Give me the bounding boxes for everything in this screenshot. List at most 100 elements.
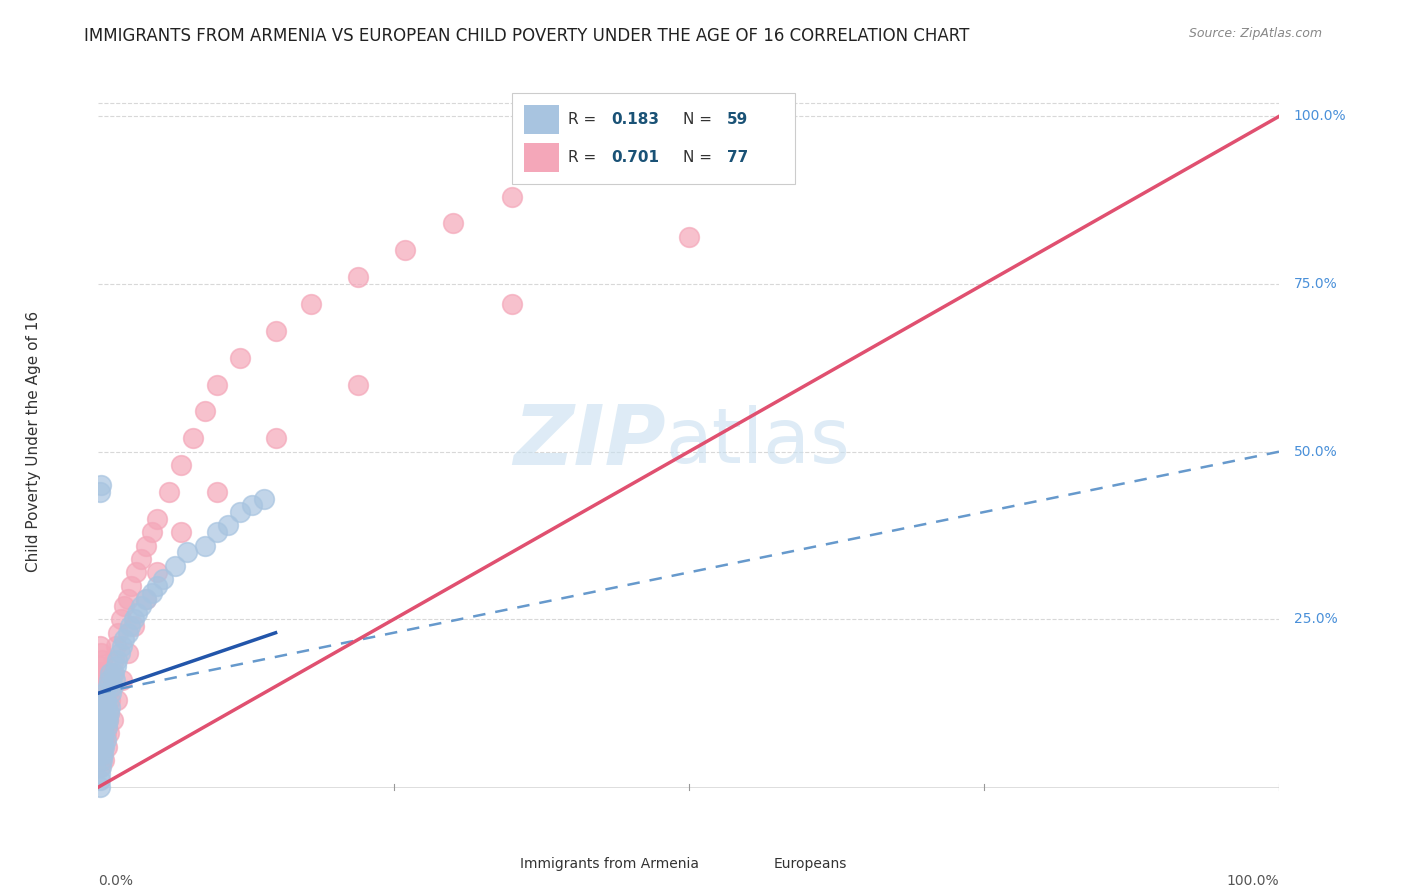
Point	[135, 592, 157, 607]
Point	[146, 579, 169, 593]
Point	[98, 699, 121, 714]
Point	[110, 612, 132, 626]
Point	[146, 566, 169, 580]
FancyBboxPatch shape	[488, 854, 515, 876]
Point	[94, 733, 117, 747]
Point	[117, 592, 139, 607]
Point	[89, 760, 111, 774]
FancyBboxPatch shape	[523, 143, 560, 171]
Point	[702, 109, 724, 123]
Point	[98, 693, 121, 707]
Point	[91, 699, 114, 714]
Point	[91, 666, 114, 681]
Point	[93, 706, 115, 721]
Point	[91, 720, 114, 734]
Point	[630, 136, 652, 150]
Text: 0.0%: 0.0%	[98, 874, 134, 888]
Text: ZIP: ZIP	[513, 401, 665, 482]
Text: N =: N =	[683, 150, 717, 165]
Point	[441, 217, 464, 231]
Point	[347, 377, 370, 392]
Point	[97, 713, 120, 727]
Point	[125, 566, 148, 580]
Point	[97, 680, 120, 694]
Text: 50.0%: 50.0%	[1294, 444, 1337, 458]
Text: 77: 77	[727, 150, 748, 165]
Text: 0.183: 0.183	[612, 112, 659, 127]
FancyBboxPatch shape	[742, 854, 768, 876]
Point	[105, 659, 128, 673]
Point	[104, 673, 127, 687]
Point	[93, 753, 115, 767]
Point	[129, 552, 152, 566]
Text: Child Poverty Under the Age of 16: Child Poverty Under the Age of 16	[25, 311, 41, 572]
Point	[90, 747, 112, 761]
Point	[264, 324, 287, 338]
Text: 25.0%: 25.0%	[1294, 612, 1337, 626]
Point	[90, 720, 112, 734]
Point	[152, 572, 174, 586]
Point	[90, 713, 112, 727]
Point	[91, 673, 114, 687]
Point	[120, 619, 142, 633]
Point	[89, 699, 111, 714]
Point	[98, 666, 121, 681]
Point	[93, 680, 115, 694]
Point	[394, 244, 416, 258]
FancyBboxPatch shape	[523, 105, 560, 134]
Point	[101, 713, 124, 727]
Text: Europeans: Europeans	[773, 857, 848, 871]
Point	[141, 585, 163, 599]
Point	[108, 646, 131, 660]
Point	[170, 525, 193, 540]
Point	[112, 599, 135, 613]
Point	[91, 747, 114, 761]
Point	[98, 673, 121, 687]
Point	[90, 666, 112, 681]
Point	[112, 632, 135, 647]
Point	[229, 351, 252, 365]
Point	[117, 646, 139, 660]
Point	[111, 673, 134, 687]
Point	[91, 753, 114, 767]
Point	[91, 713, 114, 727]
Point	[165, 558, 187, 573]
Point	[91, 747, 114, 761]
Point	[194, 404, 217, 418]
Point	[105, 639, 128, 653]
Point	[93, 726, 115, 740]
Point	[170, 458, 193, 472]
Point	[129, 599, 152, 613]
Point	[89, 780, 111, 794]
Point	[89, 766, 111, 780]
Point	[94, 699, 117, 714]
Point	[94, 693, 117, 707]
Point	[91, 726, 114, 740]
Point	[117, 625, 139, 640]
Point	[205, 377, 228, 392]
Point	[96, 720, 118, 734]
Point	[91, 713, 114, 727]
Text: 75.0%: 75.0%	[1294, 277, 1337, 291]
Point	[107, 625, 129, 640]
Point	[91, 733, 114, 747]
Point	[181, 431, 204, 445]
Point	[146, 512, 169, 526]
Text: IMMIGRANTS FROM ARMENIA VS EUROPEAN CHILD POVERTY UNDER THE AGE OF 16 CORRELATIO: IMMIGRANTS FROM ARMENIA VS EUROPEAN CHIL…	[84, 27, 970, 45]
Point	[347, 270, 370, 285]
Point	[93, 733, 115, 747]
Point	[91, 726, 114, 740]
Point	[702, 109, 724, 123]
Point	[264, 431, 287, 445]
Point	[98, 706, 121, 721]
Text: N =: N =	[683, 112, 717, 127]
Point	[91, 652, 114, 666]
Point	[299, 297, 322, 311]
Point	[93, 739, 115, 754]
Point	[122, 612, 145, 626]
Point	[90, 760, 112, 774]
Point	[89, 639, 111, 653]
Point	[253, 491, 276, 506]
Point	[94, 726, 117, 740]
Point	[141, 525, 163, 540]
